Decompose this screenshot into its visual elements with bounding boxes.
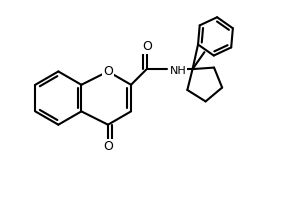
Text: NH: NH — [170, 66, 187, 76]
Text: O: O — [103, 65, 113, 78]
Text: O: O — [103, 140, 113, 153]
Text: O: O — [142, 40, 152, 53]
